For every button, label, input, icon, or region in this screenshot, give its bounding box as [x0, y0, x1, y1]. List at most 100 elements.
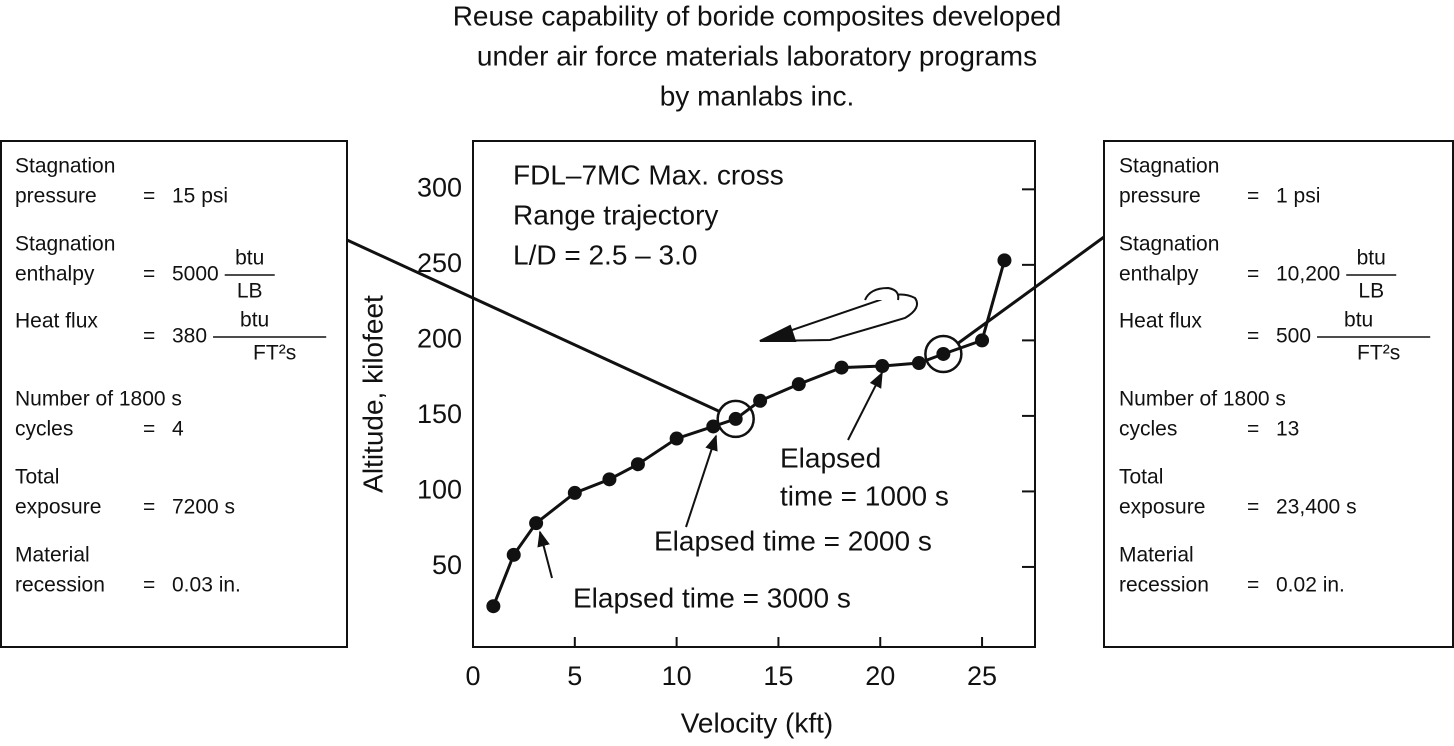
data-point: [911, 356, 926, 371]
y-tick-label: 250: [417, 248, 462, 278]
elapsed-arrow: [847, 371, 883, 441]
x-tick-label: 15: [763, 661, 793, 691]
panel-equals: =: [1247, 325, 1259, 348]
panel-label: Total: [15, 466, 59, 489]
panel-equals: =: [143, 185, 155, 208]
x-tick-label: 20: [865, 661, 895, 691]
data-point: [567, 485, 582, 500]
left-panel: [0, 140, 348, 648]
chart-title: under air force materials laboratory pro…: [477, 40, 1037, 71]
panel-label: pressure: [1119, 185, 1201, 208]
data-point: [506, 547, 521, 562]
x-tick-label: 0: [465, 661, 480, 691]
panel-unit-den: FT²s: [1357, 342, 1400, 365]
data-point: [975, 333, 990, 348]
y-tick-label: 50: [432, 550, 462, 580]
panel-equals: =: [1247, 574, 1259, 597]
panel-unit-num: btu: [235, 247, 264, 270]
panel-label: Stagnation: [1119, 155, 1219, 178]
annotation: L/D = 2.5 – 3.0: [513, 239, 697, 270]
panel-value: 7200 s: [172, 496, 235, 519]
data-point: [791, 377, 806, 392]
panel-label: Material: [1119, 544, 1194, 567]
annotation: FDL–7MC Max. cross: [513, 159, 784, 190]
elapsed-label: Elapsed time = 3000 s: [573, 582, 851, 613]
panel-value: 4: [172, 418, 184, 441]
panel-unit-den: LB: [237, 280, 263, 303]
elapsed-label: Elapsed: [780, 442, 881, 473]
panel-unit-num: btu: [1357, 247, 1386, 270]
panel-label: Stagnation: [15, 155, 115, 178]
panel-value: 0.02 in.: [1276, 574, 1345, 597]
right-panel: [1103, 140, 1454, 648]
panel-unit-num: btu: [1344, 309, 1373, 332]
panel-value: 1 psi: [1276, 185, 1320, 208]
panel-label: Stagnation: [1119, 233, 1219, 256]
panel-label: Heat flux: [1119, 310, 1202, 333]
panel-unit-num: btu: [240, 309, 269, 332]
data-point: [529, 516, 544, 531]
panel-equals: =: [143, 263, 155, 286]
elapsed-arrow: [537, 530, 553, 579]
leader-line: [957, 235, 1105, 345]
leader-line: [346, 238, 720, 413]
highlight-ring: [924, 334, 963, 374]
panel-equals: =: [143, 325, 155, 348]
data-point: [753, 393, 768, 408]
panel-label: enthalpy: [1119, 263, 1199, 286]
x-tick-label: 25: [967, 661, 997, 691]
panel-label: enthalpy: [15, 263, 95, 286]
panel-label: Material: [15, 544, 90, 567]
data-point: [706, 419, 721, 434]
chart-title: Reuse capability of boride composites de…: [453, 0, 1062, 31]
x-tick-label: 5: [567, 661, 582, 691]
data-point: [669, 431, 684, 446]
panel-label: exposure: [1119, 496, 1205, 519]
elapsed-label: Elapsed time = 2000 s: [654, 525, 932, 556]
panel-label: Number of 1800 s: [1119, 388, 1286, 411]
panel-label: Total: [1119, 466, 1163, 489]
panel-value: 15 psi: [172, 185, 228, 208]
x-axis-label: Velocity (kft): [681, 707, 833, 738]
annotation: Range trajectory: [513, 199, 718, 230]
data-point: [834, 360, 849, 375]
panel-label: cycles: [1119, 418, 1177, 441]
elapsed-label: time = 1000 s: [780, 480, 949, 511]
panel-value: 10,200: [1276, 263, 1340, 286]
panel-label: Stagnation: [15, 233, 115, 256]
panel-label: pressure: [15, 185, 97, 208]
elapsed-arrow: [685, 434, 718, 528]
data-point: [630, 457, 645, 472]
panel-value: 500: [1276, 325, 1311, 348]
y-axis-label: Altitude, kilofeet: [357, 295, 388, 493]
plot-frame: [472, 140, 1036, 648]
panel-unit-den: LB: [1358, 280, 1384, 303]
panel-equals: =: [1247, 185, 1259, 208]
data-point: [936, 346, 951, 361]
panel-label: exposure: [15, 496, 101, 519]
y-tick-label: 150: [417, 399, 462, 429]
aircraft-icon: [759, 286, 918, 342]
panel-value: 5000: [172, 263, 219, 286]
y-tick-label: 100: [417, 475, 462, 505]
data-point: [486, 599, 501, 614]
y-tick-label: 300: [417, 172, 462, 202]
panel-label: recession: [15, 574, 105, 597]
panel-value: 13: [1276, 418, 1299, 441]
panel-label: recession: [1119, 574, 1209, 597]
data-point: [875, 359, 890, 374]
data-point: [728, 411, 743, 426]
panel-label: Heat flux: [15, 310, 98, 333]
panel-value: 0.03 in.: [172, 574, 241, 597]
panel-equals: =: [1247, 418, 1259, 441]
panel-label: Number of 1800 s: [15, 388, 182, 411]
y-tick-label: 200: [417, 324, 462, 354]
panel-value: 380: [172, 325, 207, 348]
panel-equals: =: [1247, 496, 1259, 519]
panel-equals: =: [143, 574, 155, 597]
panel-equals: =: [143, 418, 155, 441]
data-point: [997, 253, 1012, 268]
highlight-ring: [716, 399, 755, 439]
panel-equals: =: [143, 496, 155, 519]
